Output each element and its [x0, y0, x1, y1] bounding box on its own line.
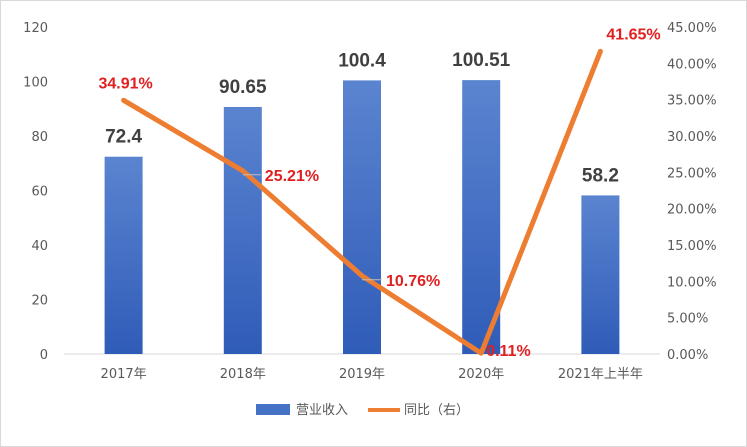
line-data-labels: 34.91% 25.21% 10.76% 0.11% 41.65% [98, 26, 660, 360]
left-tick-label: 80 [31, 130, 48, 145]
yoy-value-label: 25.21% [265, 168, 319, 185]
category-label: 2019年 [339, 367, 385, 382]
right-tick-label: 40.00% [667, 57, 717, 72]
bar-value-label: 58.2 [582, 165, 619, 186]
left-tick-label: 120 [23, 21, 48, 36]
category-label: 2018年 [220, 367, 266, 382]
bar-value-label: 100.51 [452, 50, 511, 71]
bar-value-label: 90.65 [219, 77, 267, 98]
legend-label-line: 同比（右） [404, 403, 469, 418]
category-axis: 2017年 2018年 2019年 2020年 2021年上半年 [101, 367, 643, 382]
left-tick-label: 100 [23, 76, 48, 91]
yoy-value-label: 0.11% [486, 343, 530, 360]
legend-label-bar: 营业收入 [296, 403, 348, 418]
bar-data-labels: 72.4 90.65 100.4 100.51 58.2 [105, 50, 619, 186]
right-tick-label: 10.00% [667, 275, 717, 290]
left-tick-label: 40 [31, 239, 48, 254]
category-label: 2021年上半年 [558, 367, 643, 382]
right-axis: 0.00% 5.00% 10.00% 15.00% 20.00% 25.00% 30.00%… [667, 21, 717, 363]
right-tick-label: 20.00% [667, 203, 717, 218]
right-tick-label: 0.00% [667, 348, 708, 363]
right-tick-label: 15.00% [667, 239, 717, 254]
left-tick-label: 60 [31, 185, 48, 200]
yoy-value-label: 41.65% [606, 26, 660, 43]
category-label: 2020年 [458, 367, 504, 382]
bar-series [104, 80, 620, 354]
left-axis: 0 20 40 60 80 100 120 [23, 21, 48, 363]
left-tick-label: 20 [31, 294, 48, 309]
legend: 营业收入 同比（右） [256, 403, 469, 418]
category-label: 2017年 [101, 367, 147, 382]
bar [104, 156, 143, 354]
right-tick-label: 35.00% [667, 94, 717, 109]
bar [581, 195, 620, 354]
yoy-value-label: 34.91% [98, 75, 152, 92]
yoy-value-label: 10.76% [386, 273, 440, 290]
bar [223, 106, 262, 354]
right-tick-label: 5.00% [667, 312, 708, 327]
yoy-line [121, 48, 603, 356]
bar-value-label: 100.4 [338, 50, 386, 71]
line-series [121, 48, 603, 356]
right-tick-label: 45.00% [667, 21, 717, 36]
right-tick-label: 25.00% [667, 166, 717, 181]
bar [462, 80, 501, 354]
left-tick-label: 0 [40, 348, 48, 363]
bar-value-label: 72.4 [105, 127, 142, 148]
legend-swatch-bar [256, 404, 290, 415]
bar [343, 80, 381, 354]
right-tick-label: 30.00% [667, 130, 717, 145]
